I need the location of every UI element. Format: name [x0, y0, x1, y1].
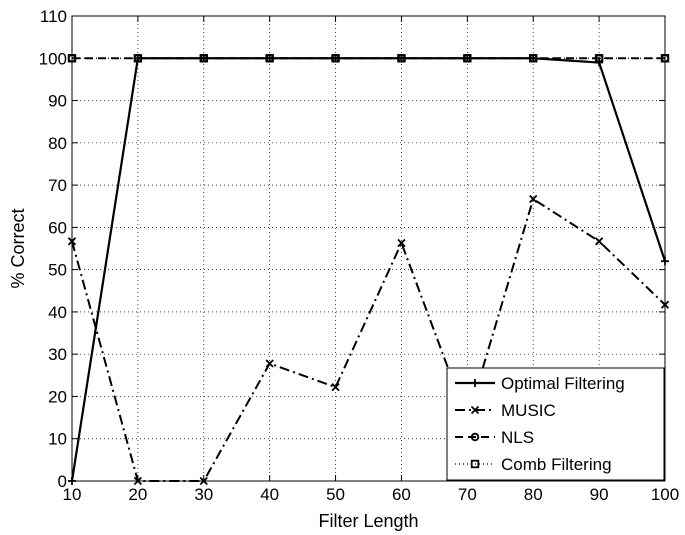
y-tick-label: 0: [58, 472, 67, 491]
legend-marker: [470, 459, 480, 469]
x-tick-label: 50: [326, 485, 345, 504]
data-point-music: [331, 383, 340, 392]
y-tick-label: 90: [48, 92, 67, 111]
data-point-music: [529, 194, 538, 204]
data-point-optimal-filtering: [331, 54, 340, 63]
data-point-optimal-filtering: [529, 54, 538, 63]
legend-item-nls: NLS: [455, 428, 534, 447]
x-tick-label: 60: [392, 485, 411, 504]
x-tick-label: 20: [128, 485, 147, 504]
data-point-optimal-filtering: [463, 54, 472, 63]
x-tick-label: 40: [260, 485, 279, 504]
data-point-optimal-filtering: [595, 58, 604, 67]
data-point-optimal-filtering: [133, 54, 142, 63]
y-tick-label: 60: [48, 218, 67, 237]
legend-label: Optimal Filtering: [501, 374, 625, 393]
legend-marker: [470, 432, 480, 442]
y-axis-label: % Correct: [8, 208, 28, 288]
legend-marker: [470, 405, 480, 415]
x-axis-label: Filter Length: [318, 511, 418, 531]
x-tick-label: 80: [524, 485, 543, 504]
legend-box: [446, 367, 665, 481]
legend-item-comb-filtering: Comb Filtering: [455, 455, 612, 474]
y-tick-label: 110: [40, 7, 67, 26]
data-point-optimal-filtering: [265, 54, 274, 63]
y-tick-label: 50: [48, 261, 67, 280]
legend: Optimal Filtering MUSIC NLS Comb Filtering: [446, 367, 665, 481]
y-tick-label: 100: [39, 49, 67, 68]
y-tick-label: 80: [48, 134, 67, 153]
grid: [72, 16, 665, 481]
x-tick-label: 10: [63, 485, 82, 504]
y-tick-label: 70: [48, 176, 67, 195]
data-point-music: [594, 237, 604, 246]
data-point-music: [265, 359, 274, 368]
x-tick-label: 100: [651, 485, 679, 504]
legend-item-music: MUSIC: [455, 401, 556, 420]
series-line-optimal-filtering: [70, 57, 667, 482]
legend-label: Comb Filtering: [501, 455, 612, 474]
data-point-optimal-filtering: [397, 54, 406, 63]
y-tick-label: 30: [48, 345, 67, 364]
data-point-optimal-filtering: [199, 54, 208, 63]
legend-item-optimal-filtering: Optimal Filtering: [455, 374, 625, 393]
x-tick-label: 70: [458, 485, 477, 504]
plot-frame: [71, 15, 666, 482]
legend-label: MUSIC: [501, 401, 556, 420]
x-tick-label: 90: [590, 485, 609, 504]
y-tick-label: 10: [48, 430, 67, 449]
x-tick-label: 30: [194, 485, 213, 504]
legend-label: NLS: [501, 428, 534, 447]
legend-marker: [471, 379, 479, 387]
y-tick-label: 20: [48, 387, 67, 406]
axis-ticks: 10 20 30 40 50 60 70 80 90 1000102030405060708090…: [39, 7, 680, 504]
y-tick-label: 40: [48, 303, 67, 322]
data-point-music: [397, 238, 406, 248]
